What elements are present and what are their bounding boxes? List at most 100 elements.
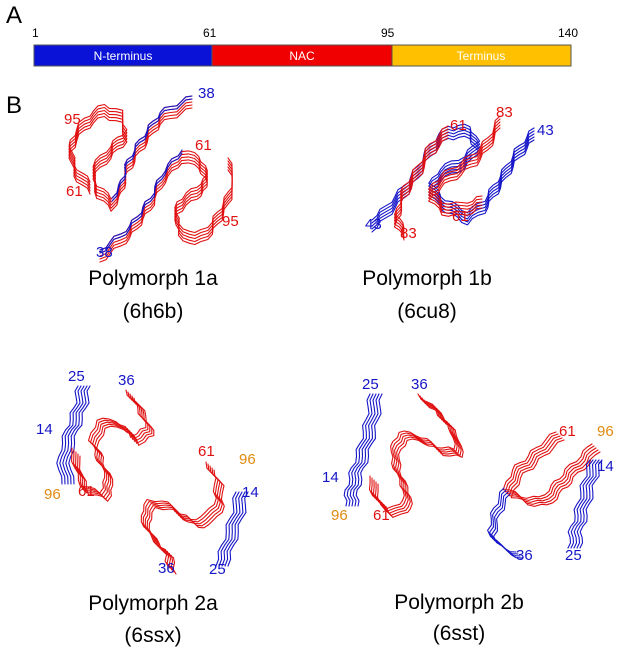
pdb-id: (6ssx) bbox=[124, 624, 181, 647]
residue-label: 61 bbox=[195, 137, 212, 154]
strand-2a-b-layer bbox=[148, 469, 225, 575]
strand-2b-b-n1-layer bbox=[493, 493, 523, 559]
residue-label: 14 bbox=[242, 484, 259, 501]
polymorph-name: Polymorph 1a bbox=[88, 267, 218, 290]
strand-1a-bottom-n-layer bbox=[99, 149, 183, 251]
residue-label: 25 bbox=[565, 547, 582, 564]
residue-label: 95 bbox=[222, 213, 239, 230]
segment-terminus bbox=[391, 44, 572, 67]
residue-label: 36 bbox=[411, 376, 428, 393]
tick-61: 61 bbox=[203, 26, 217, 40]
residue-label: 61 bbox=[78, 483, 95, 500]
strand-2b-b-n2 bbox=[567, 459, 603, 549]
pdb-id: (6h6b) bbox=[123, 300, 184, 323]
polymorph-2b: 25 36 14 96 61 61 96 14 36 25 Polymorph … bbox=[322, 376, 614, 645]
strand-1a-top-layer bbox=[68, 104, 193, 209]
strand-2b-b-n2-layer bbox=[576, 459, 600, 549]
strand-2b-a-n-layer bbox=[343, 393, 371, 507]
strand-1a-top-n-layer bbox=[111, 98, 193, 202]
strand-1a-bottom bbox=[99, 150, 233, 263]
residue-label: 61 bbox=[198, 443, 215, 460]
segment-label-n-terminus: N-terminus bbox=[94, 49, 153, 63]
strand-1b-b bbox=[428, 115, 501, 217]
residue-label: 36 bbox=[158, 560, 175, 577]
strand-1b-c-layer bbox=[393, 125, 449, 229]
residue-label: 38 bbox=[198, 85, 215, 102]
residue-label: 43 bbox=[537, 122, 554, 139]
panel-a-letter: A bbox=[6, 2, 22, 29]
strand-1b-b-layer bbox=[428, 121, 501, 211]
strand-1b-c bbox=[393, 125, 449, 241]
strand-2a-a-n-layer bbox=[56, 385, 79, 485]
strand-1b-b-layer bbox=[428, 124, 501, 214]
strand-1a-top-n-layer bbox=[111, 95, 193, 199]
strand-2b-b-n1 bbox=[487, 487, 523, 559]
strand-2a-a-layer bbox=[79, 397, 155, 502]
strand-2a-b-n-layer bbox=[215, 491, 237, 567]
strand-2b-a-n-layer bbox=[346, 393, 374, 507]
residue-label: 25 bbox=[209, 561, 226, 578]
residue-label: 96 bbox=[597, 423, 614, 440]
pdb-id: (6sst) bbox=[433, 622, 486, 645]
strand-1a-top-layer bbox=[68, 95, 193, 200]
strand-2a-b-n-layer bbox=[227, 491, 249, 567]
strand-2b-a-n-layer bbox=[355, 393, 383, 507]
strand-2b-a-layer bbox=[374, 399, 462, 516]
residue-label: 83 bbox=[400, 225, 417, 242]
polymorph-1a: 38 95 61 61 95 38 Polymorph 1a (6h6b) bbox=[64, 85, 239, 323]
strand-1b-b-layer bbox=[428, 118, 501, 208]
residue-label: 61 bbox=[66, 183, 83, 200]
polymorph-1b: 61 83 43 43 83 61 Polymorph 1b (6cu8) bbox=[362, 104, 553, 323]
strand-1a-bottom-n bbox=[99, 149, 183, 254]
residue-label: 36 bbox=[516, 547, 533, 564]
strand-1a-top-layer bbox=[68, 107, 193, 212]
strand-2b-a-n-layer bbox=[349, 393, 377, 507]
residue-label: 83 bbox=[496, 104, 513, 121]
fibril-strands bbox=[56, 95, 603, 575]
residue-label: 61 bbox=[559, 423, 576, 440]
tick-95: 95 bbox=[381, 26, 395, 40]
strand-1a-bottom-n-layer bbox=[99, 152, 183, 254]
strand-2b-b-n2-layer bbox=[579, 459, 603, 549]
tick-140: 140 bbox=[558, 26, 578, 40]
residue-label: 38 bbox=[96, 244, 113, 261]
residue-label: 43 bbox=[365, 216, 382, 233]
residue-label: 36 bbox=[118, 372, 135, 389]
strand-2a-a-n-layer bbox=[68, 385, 91, 485]
strand-2b-a-n-layer bbox=[352, 393, 380, 507]
strand-1a-top-layer bbox=[68, 101, 193, 206]
strand-1a-top bbox=[68, 95, 193, 212]
pdb-id: (6cu8) bbox=[397, 300, 457, 323]
strand-1a-bottom-layer bbox=[99, 156, 233, 257]
residue-label: 61 bbox=[452, 208, 469, 225]
strand-1b-c-layer bbox=[393, 137, 449, 241]
strand-2b-b-n2-layer bbox=[573, 459, 597, 549]
polymorph-name: Polymorph 2b bbox=[394, 591, 524, 614]
residue-label: 61 bbox=[373, 507, 390, 524]
residue-label: 95 bbox=[64, 111, 81, 128]
sequence-bar: N-terminus NAC Terminus bbox=[33, 44, 572, 67]
strand-2b-a bbox=[368, 393, 464, 518]
residue-label: 25 bbox=[362, 376, 379, 393]
residue-label: 14 bbox=[322, 469, 339, 486]
strand-2b-b-n2-layer bbox=[570, 459, 594, 549]
strand-2b-b-layer bbox=[510, 439, 601, 507]
residue-label: 14 bbox=[597, 458, 614, 475]
strand-1b-c-layer bbox=[393, 134, 449, 238]
residue-label: 14 bbox=[36, 421, 53, 438]
strand-1a-top-n bbox=[111, 95, 193, 202]
strand-2a-b-n-layer bbox=[218, 491, 240, 567]
residue-label: 96 bbox=[331, 507, 348, 524]
segment-label-nac: NAC bbox=[289, 49, 315, 63]
strand-1a-bottom-layer bbox=[99, 162, 233, 263]
strand-2b-a-n bbox=[343, 393, 383, 507]
strand-1b-b-layer bbox=[428, 115, 501, 205]
residue-label: 25 bbox=[68, 368, 85, 385]
strand-2a-a-n bbox=[56, 385, 91, 485]
strand-2a-b-n-layer bbox=[224, 491, 246, 567]
strand-2a-b-n-layer bbox=[221, 491, 243, 567]
strand-2a-a bbox=[71, 389, 155, 502]
strand-2b-a-layer bbox=[376, 401, 464, 518]
polymorph-2a: 25 36 14 96 61 61 96 14 36 25 Polymorph … bbox=[36, 368, 259, 647]
